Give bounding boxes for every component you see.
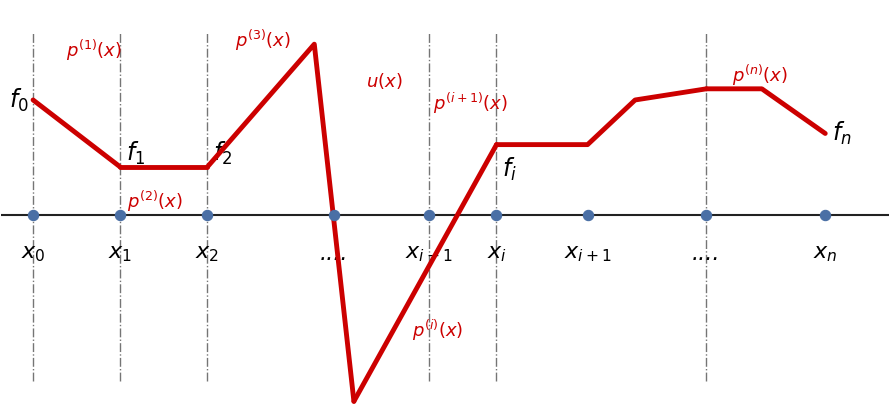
- Point: [700, 212, 714, 219]
- Text: $x_{i+1}$: $x_{i+1}$: [563, 244, 611, 264]
- Text: $x_{i-1}$: $x_{i-1}$: [405, 244, 453, 264]
- Text: $p^{(i+1)}(x)$: $p^{(i+1)}(x)$: [433, 91, 508, 116]
- Point: [26, 212, 40, 219]
- Text: ....: ....: [320, 244, 348, 264]
- Text: $f_i$: $f_i$: [502, 156, 517, 183]
- Text: $x_2$: $x_2$: [195, 244, 219, 264]
- Point: [422, 212, 436, 219]
- Text: ....: ....: [692, 244, 721, 264]
- Text: $p^{(3)}(x)$: $p^{(3)}(x)$: [235, 28, 291, 54]
- Point: [113, 212, 127, 219]
- Text: $f_1$: $f_1$: [125, 140, 145, 167]
- Point: [200, 212, 214, 219]
- Text: $p^{(n)}(x)$: $p^{(n)}(x)$: [732, 63, 788, 89]
- Text: $x_0$: $x_0$: [20, 244, 45, 264]
- Text: $x_i$: $x_i$: [487, 244, 506, 264]
- Point: [580, 212, 595, 219]
- Point: [327, 212, 341, 219]
- Text: $p^{(1)}(x)$: $p^{(1)}(x)$: [67, 37, 122, 63]
- Point: [490, 212, 504, 219]
- Text: $f_2$: $f_2$: [213, 140, 232, 167]
- Text: $p^{(2)}(x)$: $p^{(2)}(x)$: [126, 189, 182, 215]
- Text: $f_0$: $f_0$: [10, 87, 29, 114]
- Point: [818, 212, 832, 219]
- Text: $u(x)$: $u(x)$: [366, 71, 402, 91]
- Text: $x_n$: $x_n$: [813, 244, 837, 264]
- Text: $x_1$: $x_1$: [109, 244, 133, 264]
- Text: $f_n$: $f_n$: [831, 120, 851, 147]
- Text: $p^{(i)}(x)$: $p^{(i)}(x)$: [412, 318, 463, 343]
